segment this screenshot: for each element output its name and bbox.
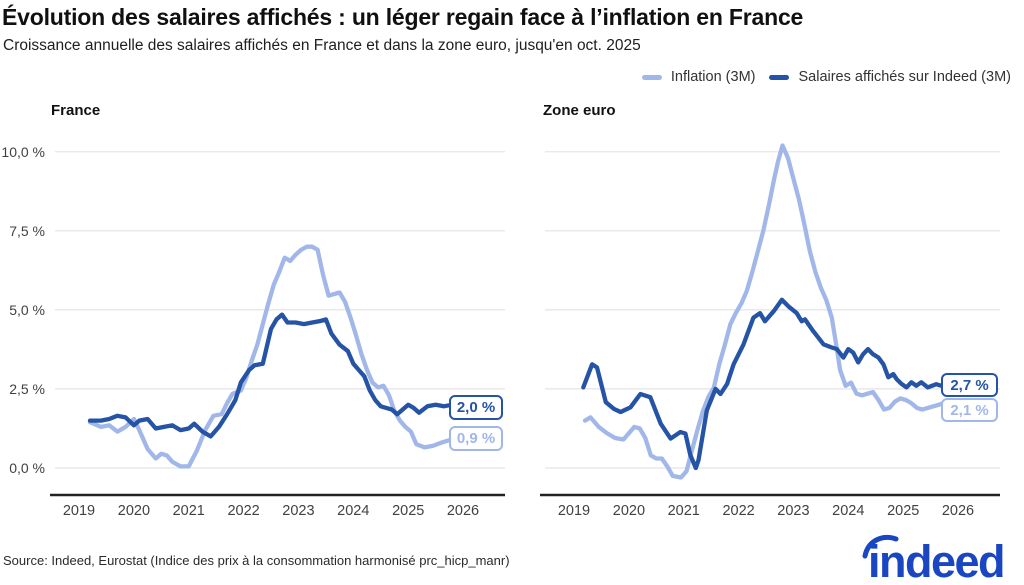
x-tick-label: 2024 xyxy=(832,503,864,519)
y-tick-label: 2,5 % xyxy=(9,381,45,397)
x-tick-label: 2020 xyxy=(613,503,645,519)
indeed-wordmark: indeed xyxy=(868,536,1004,583)
x-tick-label: 2026 xyxy=(942,503,974,519)
x-tick-label: 2019 xyxy=(63,503,95,519)
end-label-france-inflation: 0,9 % xyxy=(449,426,503,451)
legend-label-inflation: Inflation (3M) xyxy=(670,69,756,85)
x-tick-label: 2021 xyxy=(668,503,700,519)
x-tick-label: 2022 xyxy=(722,503,754,519)
x-tick-label: 2025 xyxy=(392,503,424,519)
line-dark xyxy=(87,312,454,439)
y-tick-label: 7,5 % xyxy=(9,223,45,239)
legend-label-salaires: Salaires affichés sur Indeed (3M) xyxy=(798,69,1011,85)
legend: Inflation (3M) Salaires affichés sur Ind… xyxy=(641,69,1011,85)
line-light xyxy=(582,143,949,480)
page-subtitle: Croissance annuelle des salaires affiché… xyxy=(3,37,641,54)
y-tick-label: 0,0 % xyxy=(9,460,45,476)
x-tick-label: 2021 xyxy=(173,503,205,519)
inflation-line-swatch xyxy=(641,74,662,80)
y-tick-label: 5,0 % xyxy=(9,302,45,318)
zone-euro-chart: 2019 2020 2021 2022 2023 2024 2025 2026 xyxy=(540,143,1000,519)
x-tick-label: 2026 xyxy=(447,503,479,519)
line-light xyxy=(87,244,454,469)
x-tick-label: 2025 xyxy=(887,503,919,519)
end-label-euro-salaires: 2,7 % xyxy=(941,373,998,397)
y-tick-label: 10,0 % xyxy=(1,144,45,160)
indeed-beacon-icon xyxy=(862,534,899,559)
x-tick-label: 2022 xyxy=(227,503,259,519)
page-title: Évolution des salaires affichés : un lég… xyxy=(2,4,804,30)
x-tick-label: 2020 xyxy=(118,503,150,519)
salaires-line-swatch xyxy=(769,74,790,80)
x-tick-label: 2023 xyxy=(282,503,314,519)
x-tick-label: 2023 xyxy=(777,503,809,519)
line-dark xyxy=(581,297,949,471)
legend-item-inflation: Inflation (3M) xyxy=(641,69,756,85)
legend-item-salaires: Salaires affichés sur Indeed (3M) xyxy=(769,69,1011,85)
indeed-logo: indeed xyxy=(862,534,1006,583)
source-note: Source: Indeed, Eurostat (Indice des pri… xyxy=(3,553,510,568)
france-chart: 10,0 % 7,5 % 5,0 % 2,5 % 0,0 % 2019 2020 2021 20… xyxy=(1,144,505,519)
end-label-euro-inflation: 2,1 % xyxy=(941,398,998,422)
panel-title-zone-euro: Zone euro xyxy=(543,102,616,119)
panel-title-france: France xyxy=(51,102,101,119)
end-label-france-salaires: 2,0 % xyxy=(449,395,503,420)
x-tick-label: 2024 xyxy=(337,503,369,519)
x-tick-label: 2019 xyxy=(558,503,590,519)
